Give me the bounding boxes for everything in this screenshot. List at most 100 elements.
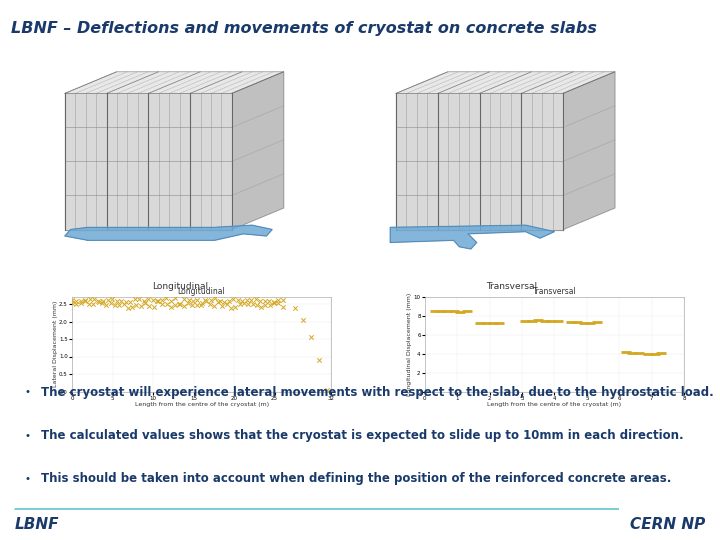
Point [455, 308, 467, 316]
Point [241, 295, 253, 304]
Polygon shape [390, 225, 554, 249]
Point [178, 302, 189, 310]
Polygon shape [65, 93, 232, 230]
Point [429, 307, 441, 315]
Point [297, 315, 309, 324]
Point [111, 297, 122, 306]
Text: •: • [24, 387, 31, 397]
Point [152, 297, 163, 306]
Point [487, 319, 498, 328]
Polygon shape [65, 72, 284, 93]
Point [273, 299, 284, 308]
Point [532, 315, 544, 324]
Text: The cryostat will experience lateral movements with respect to the slab, due to : The cryostat will experience lateral mov… [40, 386, 714, 399]
Point [251, 300, 263, 309]
Text: •: • [24, 430, 31, 441]
Point [96, 298, 108, 307]
Point [93, 298, 104, 306]
Polygon shape [232, 72, 284, 230]
Polygon shape [563, 72, 615, 230]
Point [122, 303, 134, 312]
Point [143, 295, 154, 303]
Point [139, 299, 150, 308]
Point [481, 318, 492, 327]
Point [165, 302, 176, 311]
Point [264, 296, 275, 305]
Point [174, 300, 185, 308]
Point [102, 296, 114, 305]
Point [84, 300, 95, 309]
Point [564, 317, 576, 326]
Point [169, 294, 181, 302]
Y-axis label: Longitudinal Displacement (mm): Longitudinal Displacement (mm) [408, 293, 413, 396]
Point [313, 356, 325, 364]
Point [161, 300, 172, 308]
Point [89, 295, 100, 303]
Point [66, 299, 78, 307]
Title: Transversal: Transversal [533, 287, 576, 296]
Point [133, 294, 145, 303]
Point [107, 295, 118, 303]
Point [212, 298, 224, 307]
Point [577, 318, 589, 327]
Point [201, 296, 212, 305]
Point [118, 299, 130, 308]
Point [182, 299, 194, 308]
Point [71, 300, 82, 308]
Point [174, 300, 185, 308]
Point [147, 296, 158, 305]
Point [493, 318, 505, 327]
Point [448, 307, 459, 315]
Point [277, 303, 289, 312]
Point [246, 296, 257, 305]
Point [151, 297, 163, 306]
Point [115, 296, 127, 305]
Point [161, 294, 172, 302]
Point [655, 348, 667, 357]
Point [92, 296, 104, 305]
Point [120, 298, 132, 306]
Point [156, 300, 168, 309]
Point [129, 295, 140, 303]
Point [232, 296, 243, 305]
Text: Longitudinal: Longitudinal [152, 282, 208, 291]
Point [191, 300, 202, 309]
Point [546, 316, 557, 325]
Title: Longitudinal: Longitudinal [178, 287, 225, 296]
Text: This should be taken into account when defining the position of the reinforced c: This should be taken into account when d… [40, 472, 671, 485]
Point [71, 296, 82, 305]
Point [268, 298, 279, 307]
Point [195, 301, 207, 309]
Point [289, 304, 300, 313]
Text: •: • [24, 474, 31, 484]
Point [138, 296, 150, 305]
Point [264, 301, 276, 309]
Point [210, 294, 221, 303]
Point [256, 302, 267, 311]
Point [526, 316, 537, 325]
Point [66, 296, 78, 305]
Point [135, 302, 147, 310]
Point [474, 318, 485, 327]
Point [105, 299, 117, 307]
Point [131, 301, 143, 309]
Point [217, 302, 228, 310]
Point [84, 295, 96, 303]
Point [228, 295, 239, 303]
Point [208, 302, 220, 310]
Point [236, 297, 248, 306]
Point [148, 302, 159, 311]
Point [88, 300, 99, 309]
Point [101, 301, 112, 309]
Point [234, 299, 246, 308]
Point [230, 302, 241, 311]
Point [260, 301, 271, 310]
Point [98, 296, 109, 305]
Point [643, 349, 654, 358]
Point [277, 296, 289, 305]
Point [539, 316, 550, 325]
Point [75, 297, 86, 306]
Point [187, 296, 199, 305]
Point [204, 300, 215, 308]
Text: The calculated values shows that the cryostat is expected to slide up to 10mm in: The calculated values shows that the cry… [40, 429, 683, 442]
